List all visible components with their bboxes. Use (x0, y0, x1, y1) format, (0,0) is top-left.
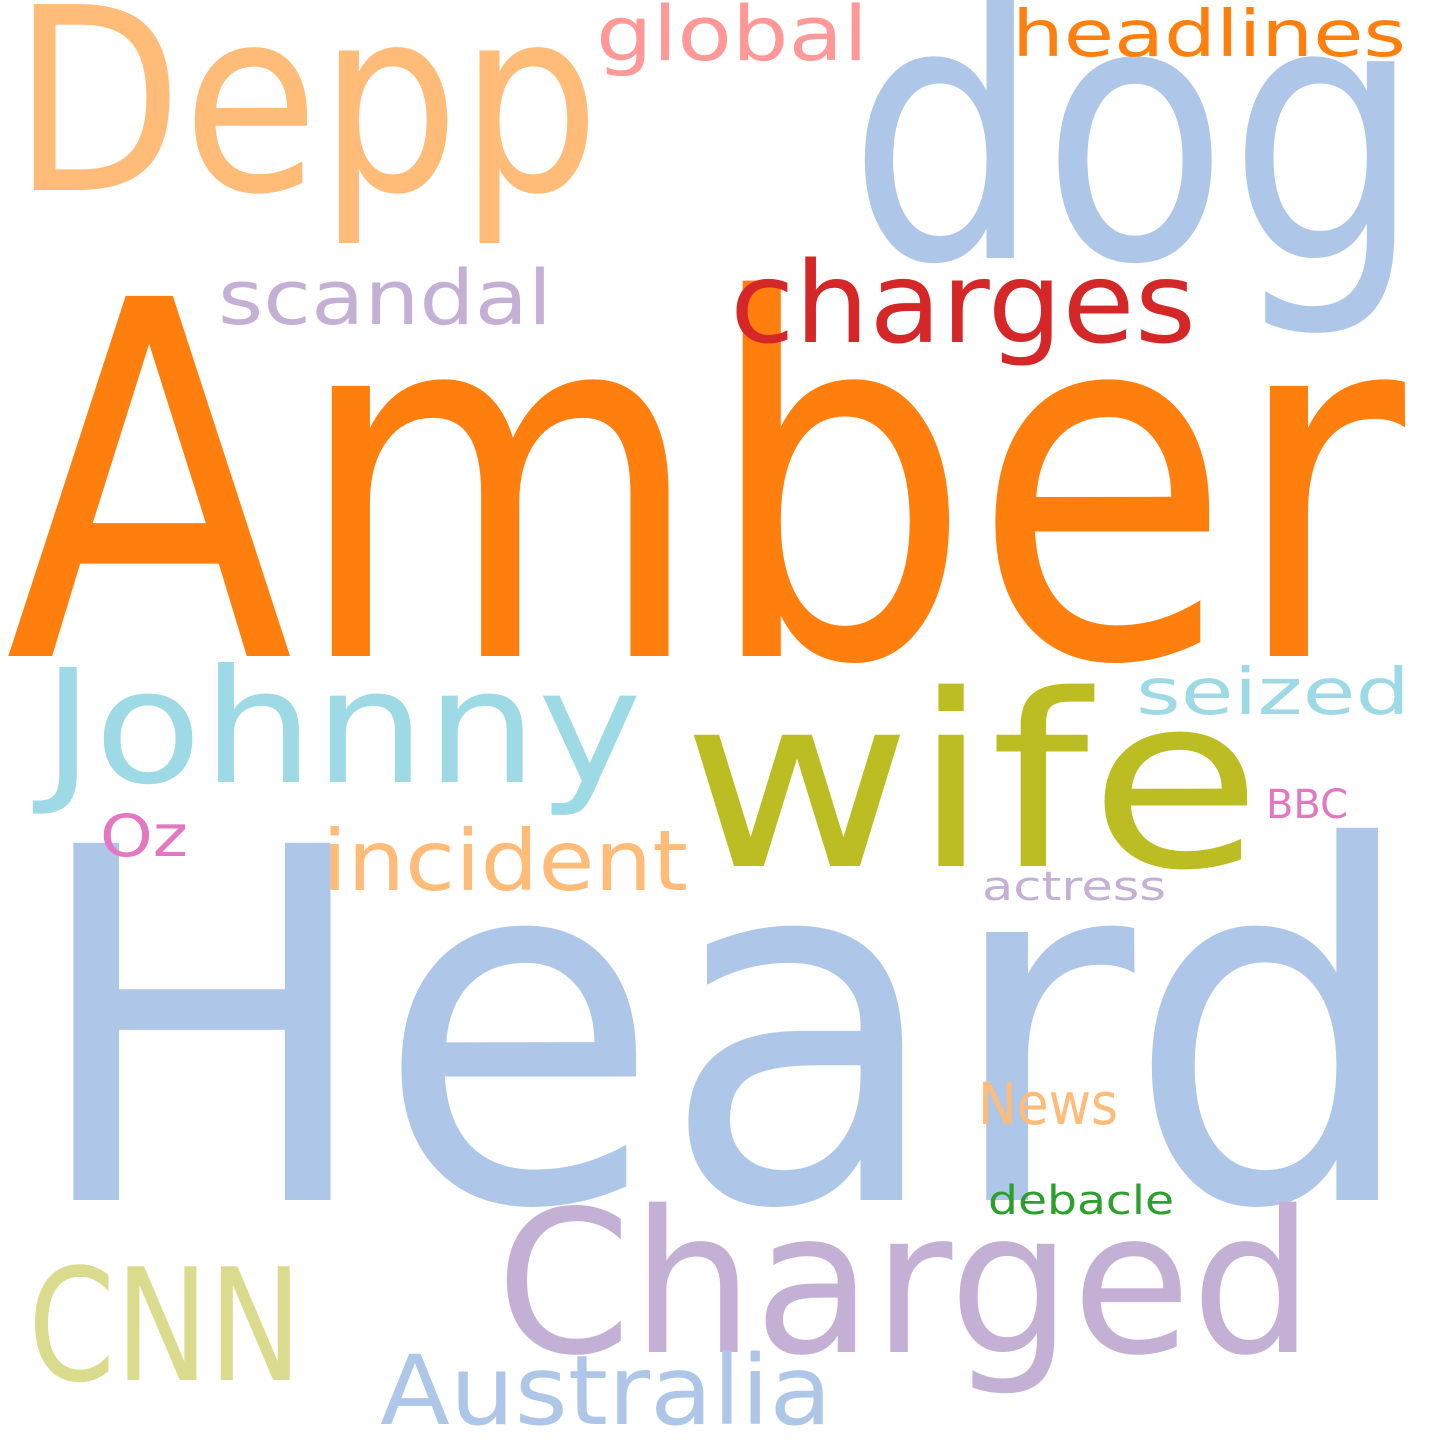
word-johnny: Johnny (32, 636, 642, 820)
word-incident: incident (322, 812, 688, 910)
word-wife: wife (682, 643, 1262, 923)
word-cnn: CNN (28, 1235, 302, 1417)
word-dog: dog (848, 0, 1422, 343)
word-amber: Amber (5, 197, 1410, 773)
word-news: News (978, 1070, 1118, 1138)
word-heard: Heard (28, 745, 1420, 1316)
word-bbc: BBC (1266, 782, 1348, 828)
word-actress: actress (982, 864, 1166, 910)
word-headlines: headlines (1012, 0, 1406, 72)
word-global: global (596, 0, 868, 78)
word-scandal: scandal (218, 253, 552, 342)
word-oz: Oz (100, 802, 188, 870)
word-debacle: debacle (988, 1178, 1174, 1224)
word-australia: Australia (380, 1335, 832, 1440)
word-depp: Depp (12, 0, 600, 251)
word-charges: charges (730, 239, 1196, 369)
word-seized: seized (1136, 656, 1410, 730)
word-charged: Charged (496, 1168, 1314, 1399)
